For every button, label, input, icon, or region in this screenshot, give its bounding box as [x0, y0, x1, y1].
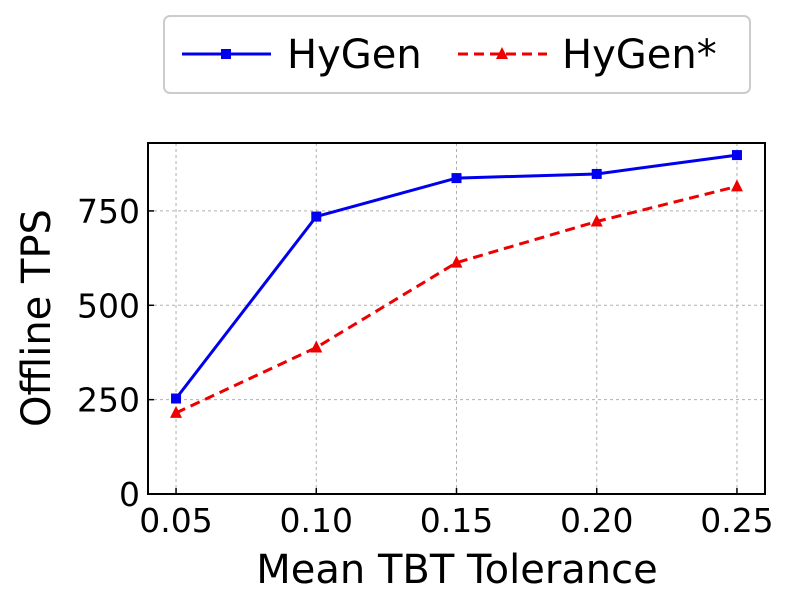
series — [170, 150, 743, 418]
legend-frame — [163, 15, 751, 94]
x-tick-label: 0.15 — [420, 501, 493, 540]
legend-label-hygen-star: HyGen* — [562, 32, 717, 78]
data-point-triangle — [450, 255, 463, 268]
x-axis-title: Mean TBT Tolerance — [256, 547, 657, 593]
legend-marker-hygen-star — [496, 47, 508, 59]
data-point-triangle — [310, 340, 323, 353]
legend-label-hygen: HyGen — [287, 32, 422, 78]
data-point-triangle — [170, 405, 183, 418]
x-tick-label: 0.20 — [560, 501, 633, 540]
ticks: 0.05 0.10 0.15 0.20 0.25 0 250 500 750 — [77, 192, 774, 540]
legend-marker-hygen — [221, 49, 231, 59]
x-tick-label: 0.25 — [700, 501, 773, 540]
y-tick-label: 500 — [77, 286, 140, 325]
data-point-square — [451, 173, 462, 184]
data-point-square — [171, 393, 182, 404]
data-point-triangle — [590, 214, 603, 227]
data-point-triangle — [730, 179, 743, 192]
data-point-square — [591, 168, 602, 179]
legend: HyGen HyGen* — [163, 15, 751, 94]
y-tick-label: 750 — [77, 192, 140, 231]
x-tick-label: 0.05 — [139, 501, 212, 540]
y-tick-label: 250 — [77, 381, 140, 420]
data-point-square — [311, 211, 322, 222]
data-point-square — [731, 150, 742, 161]
grid — [148, 143, 765, 494]
y-tick-label: 0 — [119, 475, 140, 514]
x-tick-label: 0.10 — [280, 501, 353, 540]
series-line-1 — [175, 184, 738, 415]
y-axis-title: Offline TPS — [14, 209, 60, 427]
